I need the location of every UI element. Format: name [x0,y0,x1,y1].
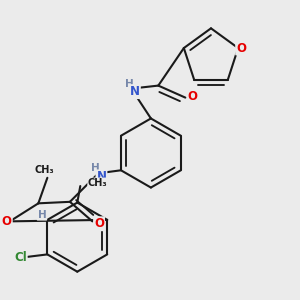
Text: CH₃: CH₃ [88,178,107,188]
Text: CH₃: CH₃ [34,165,54,175]
Text: O: O [2,215,12,229]
Text: Cl: Cl [14,251,27,264]
Text: H: H [125,79,134,89]
Text: O: O [236,41,246,55]
Text: H: H [38,210,46,220]
Text: N: N [130,85,140,98]
Text: O: O [94,217,104,230]
Text: H: H [91,164,100,173]
Text: N: N [96,170,106,183]
Text: O: O [188,90,198,103]
